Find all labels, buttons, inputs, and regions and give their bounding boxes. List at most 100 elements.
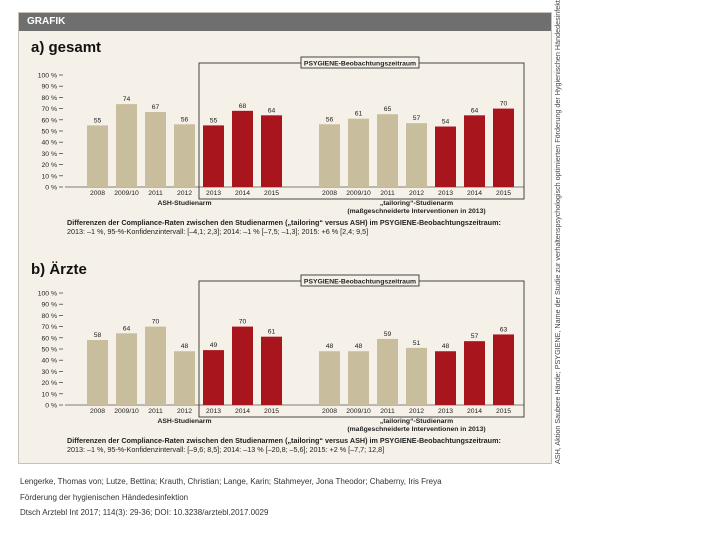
x-tick-label: 2014 xyxy=(235,408,250,415)
bar-value-label: 70 xyxy=(239,319,247,326)
x-tick-label: 2008 xyxy=(322,190,337,197)
bar xyxy=(261,115,282,187)
bar-value-label: 57 xyxy=(413,115,421,122)
x-tick-label: 2009/10 xyxy=(114,190,139,197)
bar xyxy=(377,114,398,187)
x-tick-label: 2008 xyxy=(90,190,105,197)
bar xyxy=(377,338,398,405)
citation-reference: Dtsch Arztebl Int 2017; 114(3): 29-36; D… xyxy=(20,508,269,517)
panel-b-title: b) Ärzte xyxy=(31,261,87,278)
bar xyxy=(174,124,195,187)
y-tick-label: 100 % xyxy=(38,73,57,80)
bar xyxy=(232,110,253,187)
bar-value-label: 74 xyxy=(123,96,131,103)
bar xyxy=(87,125,108,187)
bar xyxy=(203,350,224,405)
bar xyxy=(348,118,369,187)
panel-b-difference-stats: 2013: –1 %, 95-%-Konfidenzintervall: [–9… xyxy=(67,445,385,454)
chart-b: 100 % 90 % 80 % 70 % 60 % 50 % 40 % 30 % 20 % 10 … xyxy=(38,274,525,433)
panel-a-difference-heading: Differenzen der Compliance-Raten zwische… xyxy=(67,218,501,227)
y-tick-label: 0 % xyxy=(45,185,57,192)
y-tick-label: 90 % xyxy=(42,84,58,91)
x-tick-label: 2012 xyxy=(409,190,424,197)
x-tick-label: 2008 xyxy=(322,408,337,415)
x-tick-label: 2012 xyxy=(409,408,424,415)
bar-value-label: 65 xyxy=(384,106,392,113)
panel-a-title: a) gesamt xyxy=(31,39,102,56)
x-tick-label: 2011 xyxy=(380,190,395,197)
bar-value-label: 64 xyxy=(471,107,479,114)
bar-value-label: 64 xyxy=(268,107,276,114)
bar-value-label: 56 xyxy=(181,116,189,123)
y-tick-label: 80 % xyxy=(42,313,58,320)
bar-value-label: 61 xyxy=(268,329,276,336)
bar xyxy=(493,334,514,405)
bar xyxy=(232,326,253,405)
panel-a-difference-stats: 2013: –1 %, 95-%-Konfidenzintervall: [–4… xyxy=(67,227,369,236)
observation-period-label: PSYGIENE-Beobachtungszeitraum xyxy=(304,279,416,286)
y-tick-label: 90 % xyxy=(42,302,58,309)
x-tick-label: 2012 xyxy=(177,190,192,197)
observation-period-label: PSYGIENE-Beobachtungszeitraum xyxy=(304,61,416,68)
y-tick-label: 40 % xyxy=(42,358,58,365)
bar xyxy=(87,340,108,405)
bar xyxy=(464,341,485,405)
y-tick-label: 40 % xyxy=(42,140,58,147)
group-label: „tailoring“-Studienarm xyxy=(380,200,453,207)
x-tick-label: 2013 xyxy=(206,408,221,415)
bar-value-label: 48 xyxy=(355,343,363,350)
y-tick-label: 30 % xyxy=(42,369,58,376)
citation-title: Förderung der hygienischen Händedesinfek… xyxy=(20,493,189,502)
header-label: GRAFIK xyxy=(27,16,66,27)
bar xyxy=(145,111,166,187)
figure-panel: GRAFIK a) gesamt 100 % 90 % 80 % 70 % 60 % 50… xyxy=(18,12,552,464)
panel-b-difference: Differenzen der Compliance-Raten zwische… xyxy=(67,436,501,454)
bar-value-label: 70 xyxy=(152,319,160,326)
observation-period-label-box xyxy=(300,56,420,69)
side-caption-text: ASH, Aktion Saubere Hände; PSYGIENE, Nam… xyxy=(553,0,562,464)
bar-value-label: 64 xyxy=(123,325,131,332)
bar xyxy=(319,124,340,187)
y-tick-label: 20 % xyxy=(42,162,58,169)
bar-value-label: 59 xyxy=(384,331,392,338)
bar-value-label: 54 xyxy=(442,119,450,126)
x-tick-label: 2012 xyxy=(177,408,192,415)
group-label: ASH-Studienarm xyxy=(157,418,211,425)
panel-b-difference-heading: Differenzen der Compliance-Raten zwische… xyxy=(67,436,501,445)
side-caption: ASH, Aktion Saubere Hände; PSYGIENE, Nam… xyxy=(553,0,563,464)
bar xyxy=(435,351,456,405)
y-tick-label: 30 % xyxy=(42,151,58,158)
bar xyxy=(116,104,137,187)
x-tick-label: 2014 xyxy=(235,190,250,197)
bar-value-label: 56 xyxy=(326,116,334,123)
bar-value-label: 55 xyxy=(210,117,218,124)
x-tick-label: 2013 xyxy=(206,190,221,197)
y-tick-label: 70 % xyxy=(42,106,58,113)
bar-value-label: 49 xyxy=(210,342,218,349)
y-tick-label: 60 % xyxy=(42,117,58,124)
group-label: (maßgeschneiderte Interventionen in 2013… xyxy=(347,426,485,433)
y-tick-label: 50 % xyxy=(42,129,58,136)
x-tick-label: 2009/10 xyxy=(346,408,371,415)
bar xyxy=(493,108,514,187)
y-tick-label: 10 % xyxy=(42,173,58,180)
panel-a-difference: Differenzen der Compliance-Raten zwische… xyxy=(67,218,501,236)
bar xyxy=(435,126,456,187)
x-tick-label: 2014 xyxy=(467,190,482,197)
x-tick-label: 2008 xyxy=(90,408,105,415)
bar-value-label: 70 xyxy=(500,101,508,108)
x-tick-label: 2015 xyxy=(264,408,279,415)
bar xyxy=(261,336,282,405)
bar xyxy=(319,351,340,405)
bar-value-label: 58 xyxy=(94,332,102,339)
bar-value-label: 51 xyxy=(413,340,421,347)
x-tick-label: 2015 xyxy=(496,190,511,197)
bar xyxy=(406,123,427,187)
x-tick-label: 2009/10 xyxy=(346,190,371,197)
y-tick-label: 0 % xyxy=(45,403,57,410)
y-tick-label: 20 % xyxy=(42,380,58,387)
bar xyxy=(174,351,195,405)
bar-value-label: 63 xyxy=(500,326,508,333)
bar xyxy=(116,333,137,405)
x-tick-label: 2015 xyxy=(264,190,279,197)
